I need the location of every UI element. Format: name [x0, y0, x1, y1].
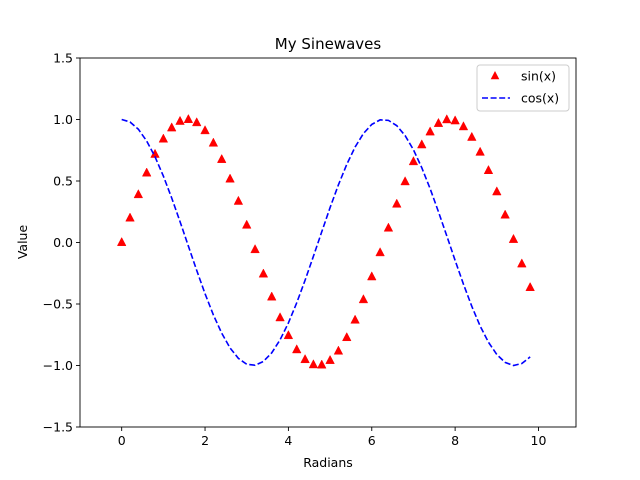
legend-box — [476, 64, 570, 112]
sin-marker — [275, 312, 285, 322]
sin-marker — [300, 354, 310, 364]
chart-title: My Sinewaves — [275, 35, 382, 53]
sin-marker — [175, 115, 185, 125]
sin-marker — [417, 139, 427, 149]
sin-marker — [375, 247, 385, 257]
legend: sin(x) cos(x) — [476, 64, 570, 112]
sin-marker — [308, 359, 319, 369]
cos-line — [121, 118, 531, 367]
x-tick-label: 10 — [531, 433, 547, 448]
sin-marker — [442, 114, 452, 124]
sin-marker — [500, 209, 510, 219]
legend-label: cos(x) — [521, 91, 559, 106]
sin-marker — [483, 165, 494, 174]
sin-marker — [191, 117, 202, 127]
sin-marker — [158, 133, 169, 143]
sin-marker — [508, 233, 519, 243]
y-tick-label: −1.5 — [43, 420, 73, 435]
sin-marker — [116, 236, 127, 246]
sin-marker — [166, 122, 177, 132]
y-tick-label: 0.5 — [53, 174, 73, 189]
sin-marker — [225, 173, 235, 183]
y-tick-label: −0.5 — [43, 297, 73, 312]
sin-marker — [217, 153, 227, 163]
sin-marker — [383, 222, 394, 232]
axes: 0 2 4 6 8 10 −1.5 −1.0 −0.5 0.0 0.5 1.0 1.5 — [43, 51, 577, 448]
sin-marker — [242, 219, 252, 229]
y-axis-label: Value — [15, 225, 30, 260]
sin-marker — [200, 125, 210, 135]
sin-marker — [208, 137, 219, 147]
sin-marker — [408, 156, 419, 166]
x-tick-label: 0 — [118, 433, 126, 448]
sin-marker — [492, 186, 502, 196]
y-tick-label: 0.0 — [53, 235, 73, 250]
x-axis-label: Radians — [303, 455, 353, 470]
sin-marker — [392, 198, 402, 208]
series-cos-x- — [121, 118, 531, 367]
x-tick-label: 4 — [284, 433, 292, 448]
sin-marker — [325, 354, 335, 364]
sin-marker — [333, 345, 344, 355]
x-tick-label: 6 — [368, 433, 376, 448]
plot-area — [116, 113, 535, 369]
sin-marker — [425, 126, 435, 136]
y-tick-label: 1.0 — [53, 112, 73, 127]
sin-marker — [350, 314, 360, 324]
sin-marker — [517, 258, 527, 268]
y-tick-label: −1.0 — [43, 358, 73, 373]
sin-marker — [258, 268, 269, 278]
legend-label: sin(x) — [521, 69, 556, 84]
sin-marker — [433, 117, 444, 127]
sin-marker — [458, 121, 469, 131]
sin-marker — [292, 344, 302, 354]
sin-marker — [233, 195, 244, 205]
sin-marker — [358, 294, 369, 304]
x-tick-label: 8 — [451, 433, 459, 448]
sin-marker — [342, 332, 352, 342]
sin-marker — [475, 146, 485, 156]
sin-marker — [267, 291, 277, 301]
sin-marker — [400, 176, 410, 186]
sin-marker — [283, 330, 294, 340]
sin-marker — [450, 115, 460, 125]
sin-marker — [250, 244, 260, 254]
x-tick-label: 2 — [201, 433, 209, 448]
sin-marker — [367, 271, 377, 281]
sin-marker — [133, 189, 144, 199]
sin-marker — [125, 212, 135, 222]
sin-marker — [317, 359, 327, 369]
y-tick-label: 1.5 — [53, 51, 73, 66]
sin-marker — [525, 281, 535, 291]
sin-marker — [183, 113, 194, 123]
sin-marker — [141, 167, 152, 177]
sin-marker — [467, 131, 477, 141]
legend-sin-swatch — [490, 71, 500, 80]
